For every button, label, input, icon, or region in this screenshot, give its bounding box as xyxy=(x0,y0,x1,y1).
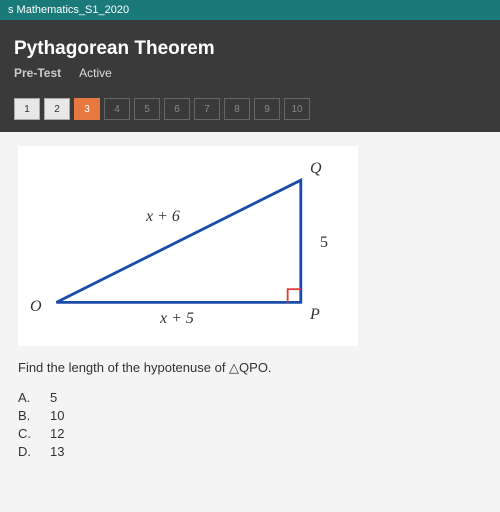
side-vert: 5 xyxy=(320,234,328,252)
options-list: A. 5 B. 10 C. 12 D. 13 xyxy=(18,390,482,459)
nav-question-7[interactable]: 7 xyxy=(194,98,220,120)
content-area: Q O P x + 6 5 x + 5 Find the length of t… xyxy=(0,132,500,512)
topic-title: Pythagorean Theorem xyxy=(14,38,486,60)
pretest-label: Pre-Test xyxy=(14,66,61,80)
test-row: Pre-Test Active xyxy=(14,66,486,80)
vertex-P: P xyxy=(310,306,320,324)
question-nav: 12345678910 xyxy=(0,90,500,132)
nav-question-1[interactable]: 1 xyxy=(14,98,40,120)
side-hyp: x + 6 xyxy=(146,208,180,226)
option-letter: D. xyxy=(18,444,36,459)
option-D[interactable]: D. 13 xyxy=(18,444,482,459)
option-letter: B. xyxy=(18,408,36,423)
nav-question-4[interactable]: 4 xyxy=(104,98,130,120)
option-A[interactable]: A. 5 xyxy=(18,390,482,405)
option-text: 13 xyxy=(50,444,64,459)
course-strip: s Mathematics_S1_2020 xyxy=(0,0,500,20)
nav-question-2[interactable]: 2 xyxy=(44,98,70,120)
nav-question-8[interactable]: 8 xyxy=(224,98,250,120)
vertex-O: O xyxy=(30,298,42,316)
main-header: Pythagorean Theorem Pre-Test Active xyxy=(0,20,500,90)
active-label: Active xyxy=(79,66,112,80)
option-text: 5 xyxy=(50,390,57,405)
nav-question-6[interactable]: 6 xyxy=(164,98,190,120)
nav-question-9[interactable]: 9 xyxy=(254,98,280,120)
option-text: 12 xyxy=(50,426,64,441)
triangle-diagram: Q O P x + 6 5 x + 5 xyxy=(18,146,358,346)
option-B[interactable]: B. 10 xyxy=(18,408,482,423)
vertex-Q: Q xyxy=(310,160,322,178)
nav-question-3[interactable]: 3 xyxy=(74,98,100,120)
nav-question-5[interactable]: 5 xyxy=(134,98,160,120)
question-text: Find the length of the hypotenuse of △QP… xyxy=(18,360,482,376)
option-letter: C. xyxy=(18,426,36,441)
nav-question-10[interactable]: 10 xyxy=(284,98,310,120)
option-C[interactable]: C. 12 xyxy=(18,426,482,441)
side-base: x + 5 xyxy=(160,310,194,328)
option-text: 10 xyxy=(50,408,64,423)
option-letter: A. xyxy=(18,390,36,405)
